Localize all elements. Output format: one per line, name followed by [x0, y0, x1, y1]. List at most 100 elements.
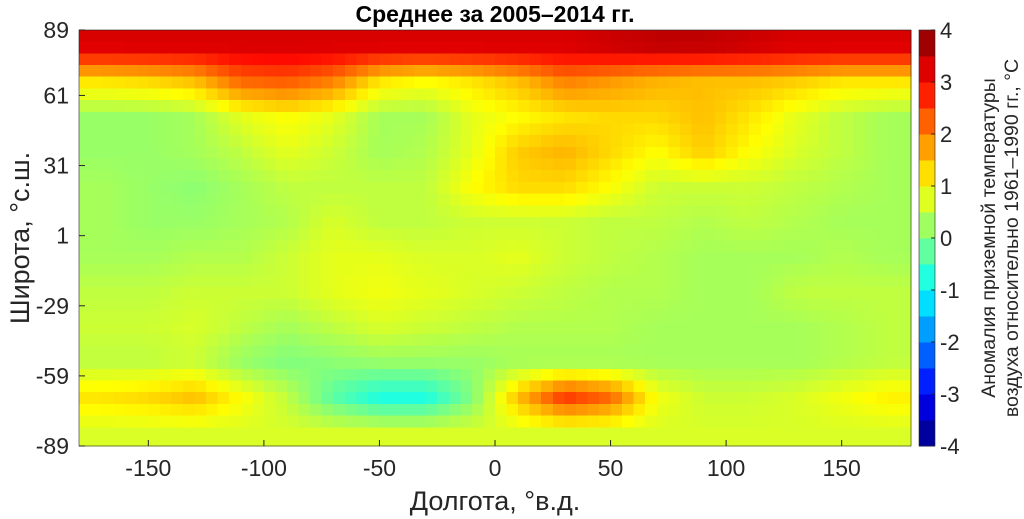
heatmap-cell — [229, 403, 242, 417]
x-tick-label: 150 — [822, 455, 860, 481]
heatmap-cell — [229, 345, 242, 358]
heatmap-cell — [749, 41, 762, 54]
heatmap-cell — [899, 30, 912, 43]
heatmap-cell — [807, 216, 820, 230]
heatmap-cell — [807, 100, 820, 113]
heatmap-cell — [79, 181, 92, 195]
colorbar-segment — [919, 368, 935, 395]
heatmap-cell — [564, 100, 577, 113]
heatmap-cell — [333, 111, 346, 125]
heatmap-cell — [379, 193, 392, 206]
heatmap-cell — [113, 263, 126, 276]
heatmap-cell — [391, 322, 404, 335]
heatmap-cell — [125, 146, 138, 160]
heatmap-cell — [125, 438, 138, 447]
heatmap-cell — [229, 111, 242, 125]
heatmap-cell — [587, 216, 600, 230]
heatmap-cell — [367, 275, 381, 288]
heatmap-cell — [610, 30, 623, 43]
heatmap-cell — [310, 252, 323, 265]
x-tick-label: -50 — [363, 455, 396, 481]
heatmap-cell — [252, 123, 265, 136]
heatmap-cell — [899, 403, 912, 417]
heatmap-cell — [772, 275, 785, 288]
heatmap-cell — [506, 333, 519, 347]
heatmap-cell — [830, 333, 843, 347]
heatmap-cell — [414, 76, 427, 90]
heatmap-cell — [263, 438, 277, 447]
heatmap-cell — [183, 41, 196, 54]
heatmap-cell — [391, 135, 404, 148]
heatmap-cell — [159, 170, 173, 183]
heatmap-cell — [287, 287, 300, 300]
heatmap-cell — [367, 392, 381, 405]
x-tick-label: 100 — [707, 455, 745, 481]
heatmap-cell — [818, 30, 831, 43]
heatmap-cell — [645, 380, 658, 393]
heatmap-cell — [367, 310, 381, 323]
heatmap-cell — [610, 345, 623, 358]
heatmap-cell — [148, 415, 161, 428]
heatmap-cell — [737, 333, 750, 347]
heatmap-cell — [887, 438, 901, 447]
heatmap-cell — [749, 380, 762, 393]
heatmap-cell — [171, 275, 184, 288]
heatmap-cell — [737, 310, 750, 323]
heatmap-cell — [703, 170, 716, 183]
heatmap-cell — [79, 123, 92, 136]
heatmap-cell — [113, 88, 126, 101]
heatmap-cell — [622, 30, 635, 43]
heatmap-cell — [541, 263, 554, 276]
heatmap-cell — [321, 158, 334, 171]
heatmap-cell — [691, 357, 704, 370]
heatmap-cell — [807, 392, 820, 405]
heatmap-cell — [552, 228, 565, 241]
heatmap-cell — [321, 100, 334, 113]
heatmap-cell — [818, 427, 831, 440]
heatmap-cell — [356, 275, 369, 288]
heatmap-cell — [206, 205, 219, 218]
heatmap-cell — [206, 123, 219, 136]
heatmap-cell — [90, 41, 103, 54]
heatmap-cell — [841, 193, 854, 206]
heatmap-cell — [772, 100, 785, 113]
heatmap-cell — [575, 111, 589, 125]
heatmap-cell — [425, 275, 438, 288]
heatmap-cell — [633, 240, 646, 253]
heatmap-cell — [102, 123, 115, 136]
heatmap-cell — [321, 41, 334, 54]
heatmap-cell — [703, 252, 716, 265]
heatmap-cell — [240, 158, 253, 171]
heatmap-cell — [633, 310, 646, 323]
heatmap-cell — [437, 111, 450, 125]
heatmap-cell — [679, 368, 693, 382]
heatmap-cell — [853, 427, 866, 440]
heatmap-cell — [518, 181, 531, 195]
heatmap-cell — [864, 380, 877, 393]
heatmap-cell — [887, 53, 901, 66]
heatmap-cell — [460, 76, 473, 90]
heatmap-cell — [807, 146, 820, 160]
heatmap-cell — [564, 322, 577, 335]
heatmap-cell — [887, 287, 901, 300]
heatmap-cell — [899, 415, 912, 428]
heatmap-cell — [113, 322, 126, 335]
heatmap-cell — [587, 403, 600, 417]
heatmap-cell — [367, 193, 381, 206]
heatmap-cell — [298, 193, 311, 206]
heatmap-cell — [714, 252, 727, 265]
heatmap-cell — [495, 111, 508, 125]
heatmap-cell — [506, 228, 519, 241]
heatmap-cell — [737, 135, 750, 148]
x-tick-label: -150 — [125, 455, 171, 481]
heatmap-cell — [587, 357, 600, 370]
heatmap-cell — [437, 298, 450, 312]
heatmap-cell — [102, 403, 115, 417]
heatmap-cell — [587, 111, 600, 125]
heatmap-cell — [414, 392, 427, 405]
heatmap-cell — [668, 415, 681, 428]
heatmap-cell — [587, 53, 600, 66]
heatmap-cell — [783, 100, 797, 113]
heatmap-cell — [310, 135, 323, 148]
heatmap-cell — [344, 100, 357, 113]
